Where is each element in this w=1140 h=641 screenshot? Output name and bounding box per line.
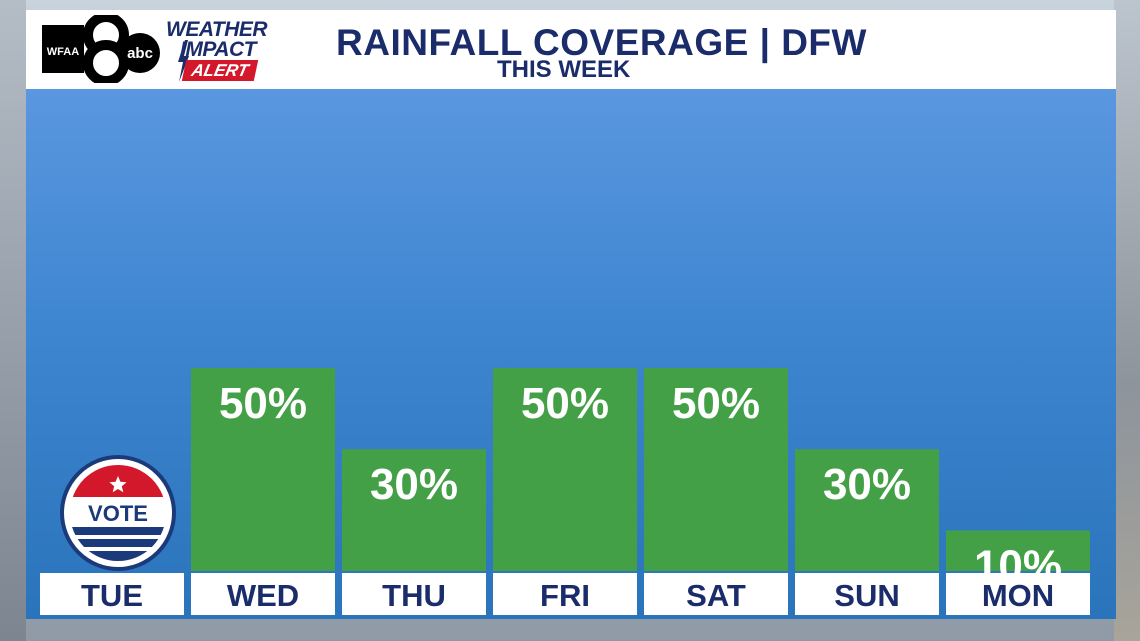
badge-alert-text: ALERT xyxy=(181,60,259,81)
day-label-box-sat xyxy=(644,573,788,615)
day-label-box-fri xyxy=(493,573,637,615)
header-bar: WFAA 8 abc WEATHER IMPACT ALERT RAINFALL… xyxy=(26,10,1116,89)
badge-impact-text: IMPACT xyxy=(180,38,256,61)
bar-fri xyxy=(493,368,637,571)
bar-value-label-fri: 50% xyxy=(521,379,609,428)
station-logo: WFAA 8 abc xyxy=(42,15,160,83)
page-title: RAINFALL COVERAGE | DFW xyxy=(336,22,867,63)
bar-value-label-sat: 50% xyxy=(672,379,760,428)
bar-value-label-wed: 50% xyxy=(219,379,307,428)
rainfall-bar-chart: TUE50%WED30%THU50%FRI50%SAT30%SUN10%MONV… xyxy=(40,368,1090,615)
tick-label-wed: WED xyxy=(227,578,299,613)
frame-right xyxy=(1114,0,1140,641)
tick-label-sun: SUN xyxy=(834,578,899,613)
bar-value-label-sun: 30% xyxy=(823,460,911,509)
tick-label-mon: MON xyxy=(982,578,1054,613)
logo-network: abc xyxy=(127,45,153,62)
tick-label-thu: THU xyxy=(382,578,446,613)
day-label-box-thu xyxy=(342,573,486,615)
logo-call-letters: WFAA xyxy=(47,46,79,58)
day-label-box-tue xyxy=(40,573,184,615)
day-label-box-wed xyxy=(191,573,335,615)
frame-left xyxy=(0,0,26,641)
star-icon xyxy=(109,476,127,493)
vote-label: VOTE xyxy=(88,501,148,526)
bar-thu xyxy=(342,449,486,571)
chart-panel: TUE 50% WED 30% THU 50% FRI 50% SAT 30% SUN 10% MON V… xyxy=(26,89,1116,619)
tick-label-sat: SAT xyxy=(686,578,746,613)
bar-mon xyxy=(946,530,1090,571)
tick-label-tue: TUE xyxy=(81,578,143,613)
bar-value-label-thu: 30% xyxy=(370,460,458,509)
lightning-icon xyxy=(178,40,189,82)
bar-sun xyxy=(795,449,939,571)
badge-weather-text: WEATHER xyxy=(166,18,268,41)
tick-label-fri: FRI xyxy=(540,578,590,613)
day-label-box-sun xyxy=(795,573,939,615)
vote-badge: VOTE xyxy=(60,455,176,571)
day-label-box-mon xyxy=(946,573,1090,615)
page-subtitle: THIS WEEK xyxy=(497,56,631,83)
weather-impact-alert-badge: WEATHER IMPACT ALERT xyxy=(166,18,296,84)
bar-sat xyxy=(644,368,788,571)
bar-wed xyxy=(191,368,335,571)
